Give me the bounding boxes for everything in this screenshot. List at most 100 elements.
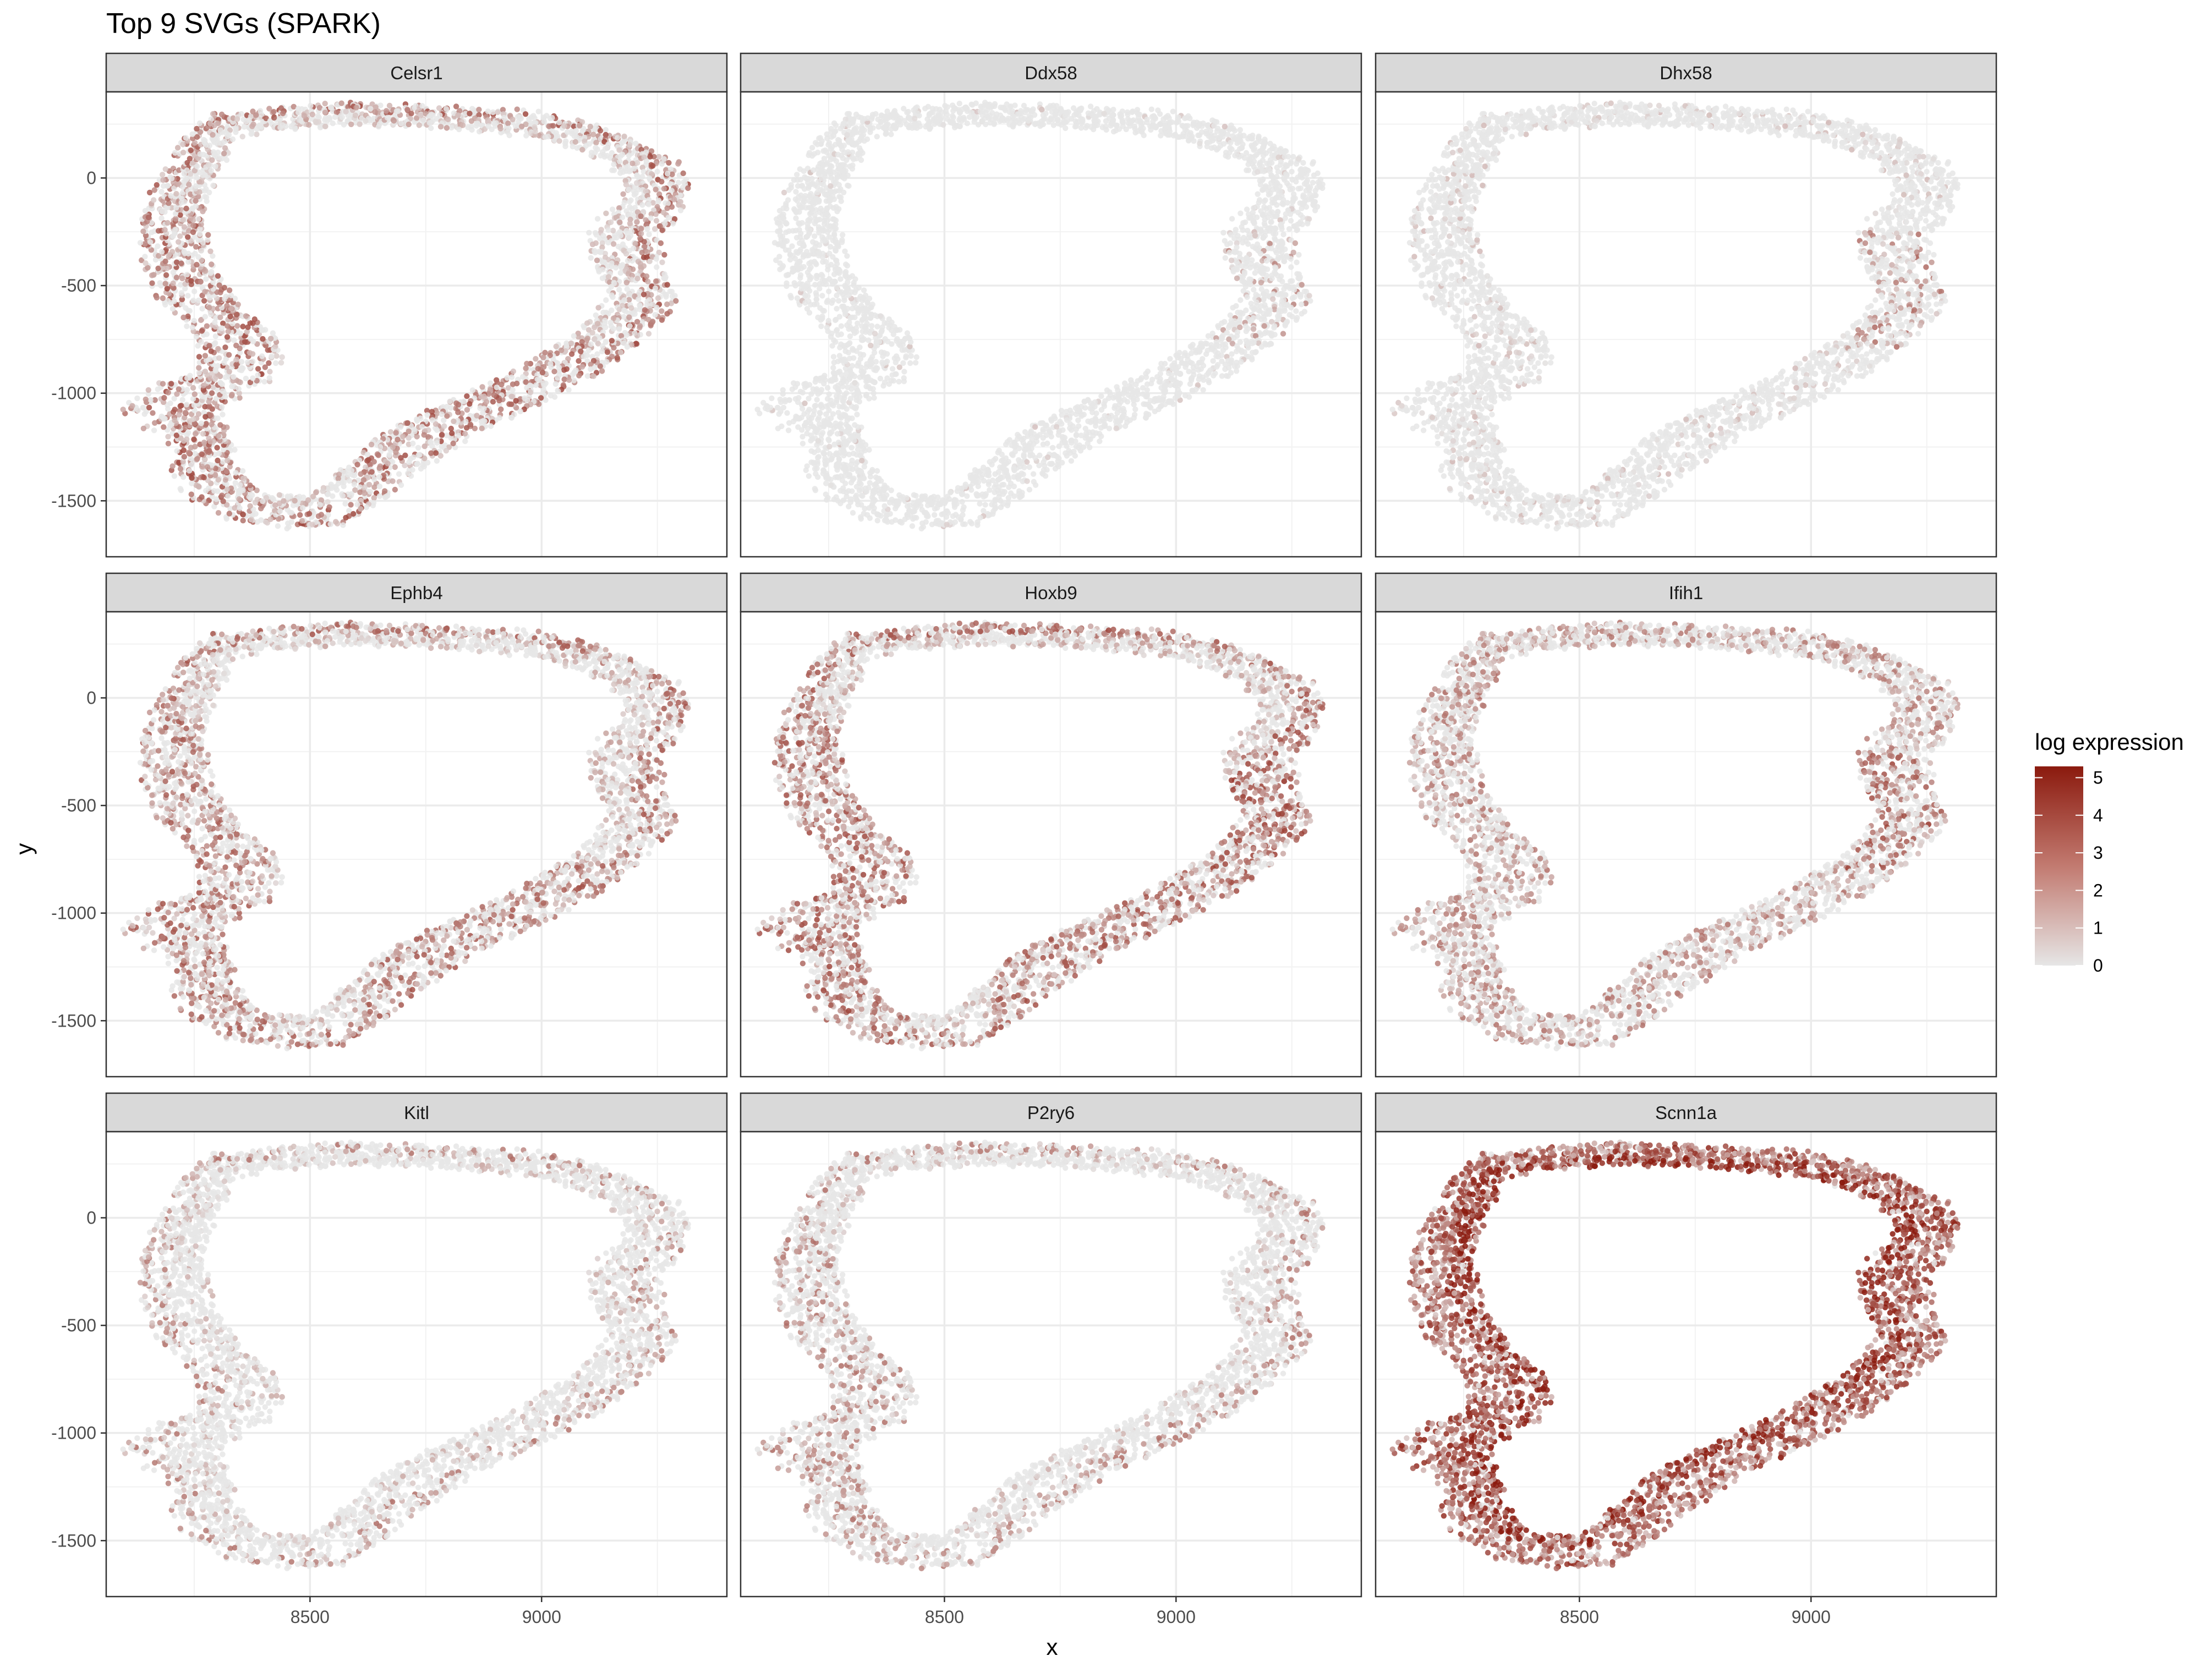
data-point	[392, 464, 398, 470]
data-point	[227, 314, 233, 320]
data-point	[169, 306, 176, 312]
data-point	[419, 424, 425, 430]
data-point	[914, 110, 921, 117]
data-point	[893, 125, 899, 131]
data-point	[888, 131, 894, 138]
data-point	[176, 412, 182, 418]
data-point	[190, 298, 196, 304]
data-point	[1212, 348, 1218, 354]
data-point	[456, 127, 462, 133]
data-point	[602, 317, 608, 323]
data-point	[964, 120, 971, 127]
data-point	[626, 291, 632, 297]
data-point	[618, 140, 625, 146]
data-point	[203, 487, 209, 494]
data-point	[1129, 109, 1135, 116]
data-point	[172, 227, 178, 233]
data-point	[611, 161, 617, 167]
data-point	[616, 326, 622, 332]
data-point	[483, 399, 490, 405]
data-point	[456, 432, 462, 439]
data-point	[524, 385, 530, 391]
data-point	[1252, 270, 1258, 276]
data-point	[218, 111, 225, 118]
data-point	[151, 187, 157, 193]
data-point	[1258, 332, 1264, 338]
data-point	[317, 502, 323, 508]
data-point	[353, 105, 359, 111]
y-tick-label: -500	[61, 276, 96, 295]
data-point	[367, 489, 373, 495]
data-point	[414, 115, 420, 121]
data-point	[439, 431, 445, 438]
data-point	[157, 280, 163, 286]
data-point	[177, 486, 183, 492]
data-point	[1294, 227, 1300, 233]
data-point	[158, 189, 165, 195]
data-point	[1240, 239, 1246, 246]
data-point	[1110, 129, 1117, 135]
data-point	[416, 122, 422, 128]
data-point	[609, 264, 615, 270]
data-point	[1153, 123, 1159, 129]
data-point	[429, 417, 436, 423]
data-point	[658, 240, 664, 246]
data-point	[641, 239, 647, 245]
data-point	[208, 168, 214, 174]
data-point	[1175, 118, 1181, 124]
data-point	[1240, 227, 1246, 233]
data-point	[609, 338, 615, 344]
data-point	[1249, 135, 1255, 141]
data-point	[179, 397, 185, 403]
data-point	[201, 474, 207, 481]
data-point	[386, 452, 392, 458]
data-point	[532, 115, 538, 121]
data-point	[176, 386, 182, 392]
data-point	[1315, 170, 1321, 177]
data-point	[181, 454, 188, 460]
data-point	[617, 158, 623, 164]
data-point	[180, 217, 186, 223]
data-point	[209, 268, 215, 275]
data-point	[659, 317, 665, 323]
data-point	[603, 131, 609, 138]
data-point	[672, 293, 678, 299]
data-point	[600, 343, 606, 349]
data-point	[1019, 114, 1025, 121]
data-point	[222, 477, 229, 483]
data-point	[634, 276, 640, 282]
data-point	[584, 352, 590, 358]
data-point	[352, 112, 359, 118]
data-point	[1210, 358, 1216, 364]
data-point	[147, 397, 154, 403]
data-point	[152, 420, 158, 426]
data-point	[1237, 324, 1243, 331]
data-point	[383, 108, 390, 114]
data-point	[1025, 118, 1032, 124]
data-point	[310, 493, 316, 500]
data-point	[224, 486, 230, 492]
data-point	[617, 349, 624, 355]
data-point	[202, 369, 209, 375]
data-point	[499, 381, 505, 388]
data-point	[189, 480, 195, 486]
data-point	[598, 249, 604, 255]
data-point	[626, 187, 632, 193]
data-point	[662, 276, 668, 282]
data-point	[248, 336, 254, 342]
data-point	[1205, 333, 1211, 339]
data-point	[308, 103, 314, 109]
data-point	[1289, 168, 1295, 175]
data-point	[417, 452, 423, 458]
data-point	[592, 150, 598, 156]
data-point	[198, 339, 204, 345]
data-point	[650, 163, 656, 169]
data-point	[240, 475, 247, 481]
data-point	[172, 407, 178, 413]
data-point	[196, 370, 202, 376]
data-point	[193, 203, 199, 210]
data-point	[605, 239, 611, 246]
data-point	[1275, 254, 1282, 260]
data-point	[1275, 239, 1282, 245]
data-point	[209, 157, 215, 163]
